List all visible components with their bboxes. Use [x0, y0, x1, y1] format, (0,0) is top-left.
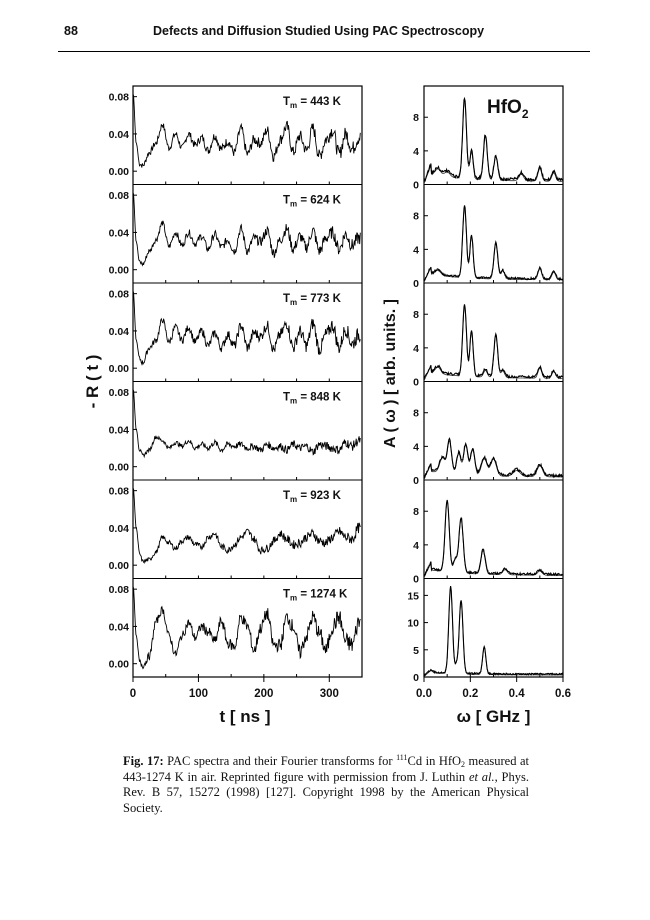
y-tick-label: 0.04 — [109, 621, 130, 633]
header-rule — [58, 51, 590, 52]
fourier-y-tick-label: 4 — [413, 343, 419, 355]
temperature-label: Tm = 1274 K — [283, 589, 348, 603]
x-tick-label: 300 — [320, 688, 339, 700]
y-tick-label: 0.08 — [109, 190, 130, 202]
fourier-x-tick-label: 0.6 — [555, 688, 571, 700]
fourier-y-tick-label: 15 — [407, 590, 419, 602]
fourier-y-tick-label: 0 — [413, 377, 419, 389]
y-tick-label: 0.04 — [109, 523, 130, 535]
figure-17: 0.000.040.08 Tm = 443 K0.000.040.08 Tm = 6… — [83, 85, 571, 726]
fourier-data-line — [423, 499, 564, 577]
fourier-y-tick-label: 8 — [413, 112, 419, 124]
caption-label: Fig. 17: — [123, 754, 164, 768]
fourier-y-tick-label: 8 — [413, 309, 419, 321]
temperature-label: Tm = 848 K — [283, 392, 342, 406]
r-t-series-line — [132, 192, 361, 267]
x-axis-label: t [ ns ] — [220, 707, 271, 726]
fourier-y-tick-label: 4 — [413, 441, 419, 453]
r-t-series-line — [132, 290, 361, 366]
fourier-x-tick-label: 0.2 — [462, 688, 478, 700]
temperature-label: Tm = 624 K — [283, 195, 342, 209]
fourier-x-axis-label: ω [ GHz ] — [457, 707, 531, 726]
page-header: 88 Defects and Diffusion Studied Using P… — [58, 24, 590, 42]
fourier-y-tick-label: 8 — [413, 408, 419, 420]
caption-isotope-mass: 111 — [396, 753, 408, 762]
caption-text-2: Cd in HfO — [407, 754, 462, 768]
y-tick-label: 0.00 — [109, 462, 130, 474]
page-number: 88 — [64, 24, 78, 38]
fourier-fit-line — [423, 206, 563, 283]
x-tick-label: 100 — [189, 688, 208, 700]
fourier-y-tick-label: 8 — [413, 211, 419, 223]
fourier-y-tick-label: 10 — [407, 618, 419, 630]
running-title: Defects and Diffusion Studied Using PAC … — [153, 24, 485, 38]
fourier-y-tick-label: 0 — [413, 180, 419, 192]
fourier-fit-line — [423, 304, 563, 381]
y-axis-label: - R ( t ) — [83, 355, 102, 409]
fourier-y-tick-label: 0 — [413, 574, 419, 586]
fourier-data-line — [423, 205, 564, 282]
y-tick-label: 0.00 — [109, 659, 130, 671]
y-tick-label: 0.04 — [109, 227, 130, 239]
y-tick-label: 0.08 — [109, 486, 130, 498]
temperature-label: Tm = 773 K — [283, 293, 342, 307]
fourier-fit-line — [423, 440, 563, 480]
y-tick-label: 0.08 — [109, 92, 130, 104]
y-tick-label: 0.08 — [109, 387, 130, 399]
y-tick-label: 0.04 — [109, 326, 130, 338]
caption-subscript: 2 — [461, 760, 466, 769]
x-tick-label: 200 — [254, 688, 273, 700]
r-t-series-line — [132, 93, 361, 168]
y-tick-label: 0.08 — [109, 289, 130, 301]
fourier-x-tick-label: 0.4 — [509, 688, 526, 700]
figure-caption: Fig. 17: PAC spectra and their Fourier t… — [123, 754, 529, 816]
fourier-y-axis-label: A ( ω ) [ arb. units. ] — [382, 299, 399, 448]
y-tick-label: 0.00 — [109, 560, 130, 572]
caption-text-4: , Phys. Rev. B 57, 15272 (1998) [127]. C… — [123, 769, 529, 815]
y-tick-label: 0.00 — [109, 265, 130, 277]
fourier-y-tick-label: 4 — [413, 244, 419, 256]
fourier-data-line — [423, 586, 564, 677]
fourier-data-line — [423, 96, 563, 183]
fourier-data-line — [423, 437, 564, 479]
caption-text-3: measured at 443-1274 K in air. Reprinted… — [123, 754, 529, 784]
fourier-y-tick-label: 5 — [413, 645, 419, 657]
r-t-series-line — [132, 487, 361, 564]
fourier-y-tick-label: 4 — [413, 540, 419, 552]
hfo2-title: HfO2 — [487, 97, 529, 121]
temperature-label: Tm = 443 K — [283, 96, 342, 110]
temperature-label: Tm = 923 K — [283, 490, 342, 504]
caption-et-al: et al. — [468, 769, 495, 784]
y-tick-label: 0.04 — [109, 129, 130, 141]
fourier-y-tick-label: 4 — [413, 146, 419, 158]
fourier-fit-line — [423, 586, 563, 677]
fourier-y-tick-label: 0 — [413, 278, 419, 290]
fourier-y-tick-label: 0 — [413, 672, 419, 684]
r-t-series-line — [132, 389, 361, 459]
fourier-y-tick-label: 0 — [413, 475, 419, 487]
fourier-y-tick-label: 8 — [413, 506, 419, 518]
r-t-series-line — [132, 586, 361, 670]
fourier-x-tick-label: 0.0 — [416, 688, 432, 700]
fourier-data-line — [423, 304, 564, 380]
x-tick-label: 0 — [130, 688, 136, 700]
caption-text-1: PAC spectra and their Fourier transforms… — [163, 754, 397, 768]
y-tick-label: 0.00 — [109, 166, 130, 178]
y-tick-label: 0.00 — [109, 363, 130, 375]
y-tick-label: 0.04 — [109, 424, 130, 436]
y-tick-label: 0.08 — [109, 584, 130, 596]
